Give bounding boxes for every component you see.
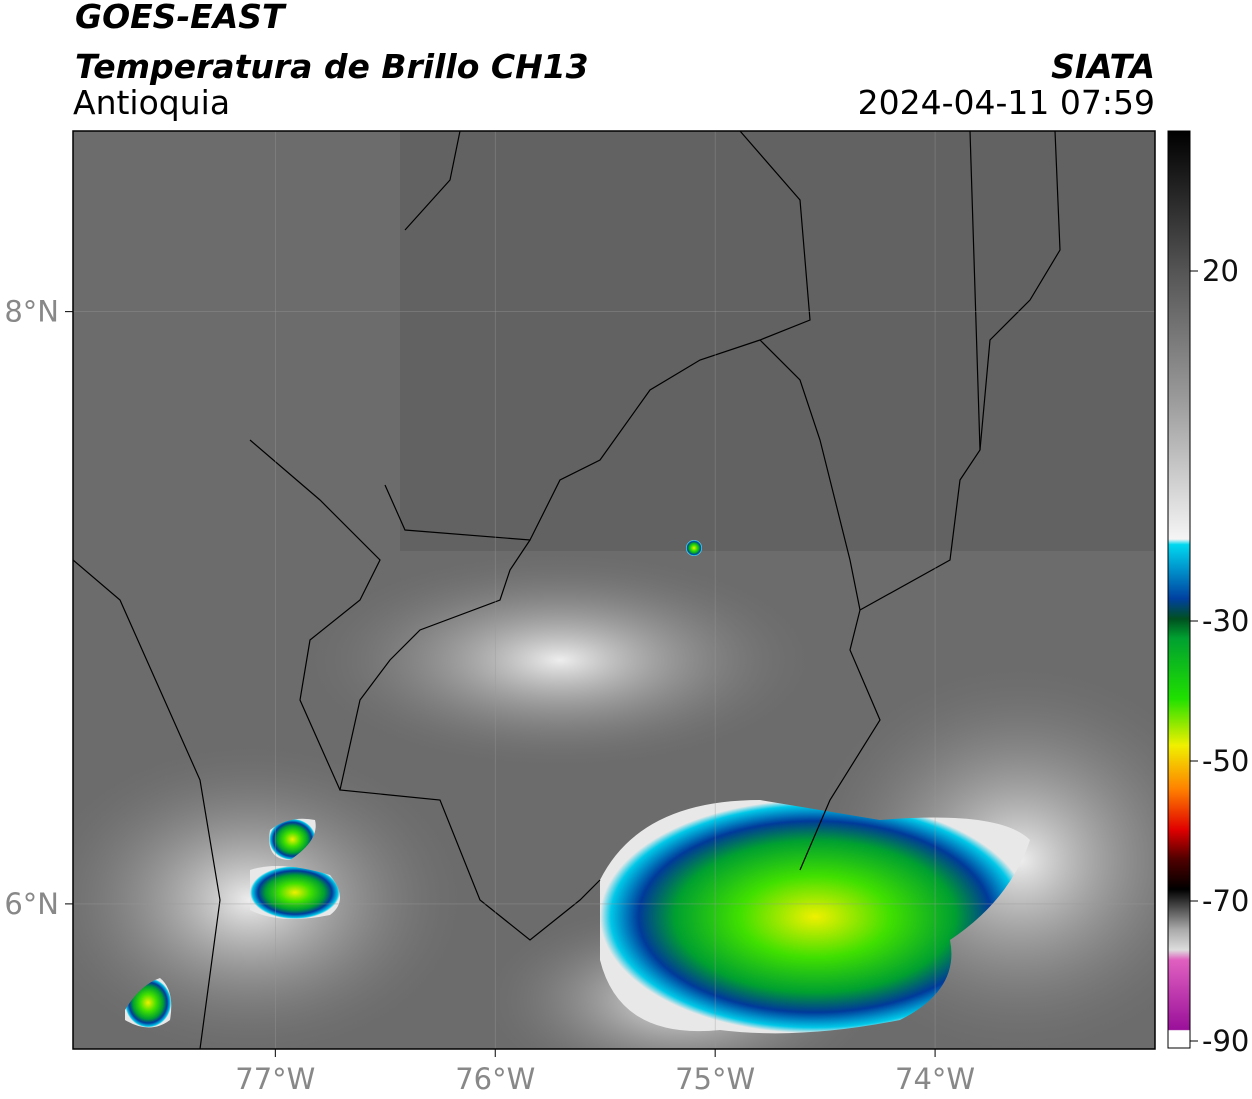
colorbar-tick-label: -50 xyxy=(1202,744,1249,778)
colorbar-tick-label: -70 xyxy=(1202,884,1249,918)
source: SIATA xyxy=(1051,47,1155,86)
title: GOES-EAST xyxy=(75,0,287,36)
colorbar-tick-label: -90 xyxy=(1202,1024,1249,1058)
y-tick-label: 8°N xyxy=(4,295,59,329)
x-tick-label: 76°W xyxy=(455,1062,535,1096)
subtitle: Temperatura de Brillo CH13 xyxy=(75,47,589,86)
x-tick-label: 75°W xyxy=(675,1062,755,1096)
colorbar-tick-label: -30 xyxy=(1202,604,1249,638)
map-frame xyxy=(72,130,1156,1050)
gridlines xyxy=(73,131,1155,1049)
colorbar-tick-label: 20 xyxy=(1202,254,1239,288)
datetime: 2024-04-11 07:59 xyxy=(858,83,1155,122)
x-tick-label: 74°W xyxy=(895,1062,975,1096)
y-tick-label: 6°N xyxy=(4,887,59,921)
map-image xyxy=(73,131,1155,1049)
colorbar xyxy=(1167,130,1191,1049)
x-tick-label: 77°W xyxy=(235,1062,315,1096)
region: Antioquia xyxy=(73,83,230,122)
